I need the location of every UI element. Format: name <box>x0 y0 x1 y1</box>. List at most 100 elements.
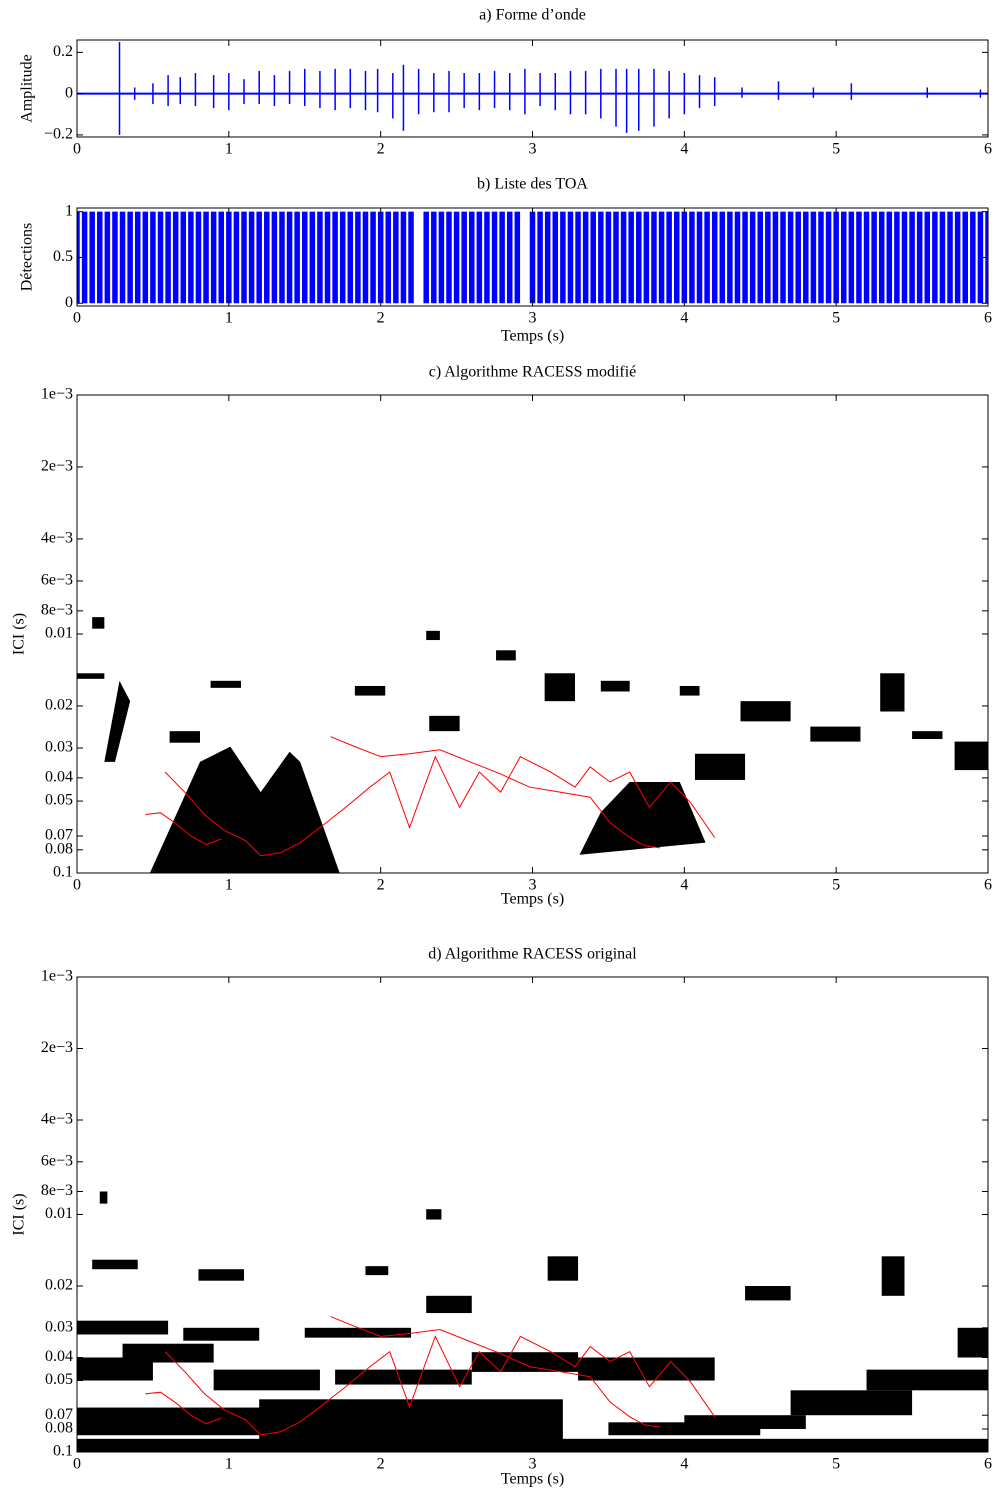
detection-region <box>608 1422 761 1436</box>
detection-region <box>810 726 861 742</box>
y-tick-label: 4e−3 <box>41 1111 73 1128</box>
detection-region <box>92 1259 138 1270</box>
detection-region <box>578 1357 715 1381</box>
detection-region <box>471 1352 579 1372</box>
detection-region <box>426 1295 472 1314</box>
y-tick-label: 0.04 <box>45 1348 73 1365</box>
y-tick-label: 0.08 <box>45 1420 73 1437</box>
x-tick-label: 0 <box>73 877 81 894</box>
x-tick-label: 1 <box>225 310 233 327</box>
x-tick-label: 0 <box>73 310 81 327</box>
detection-region <box>740 701 791 722</box>
detection-region <box>77 1438 988 1452</box>
x-tick-label: 3 <box>529 141 537 158</box>
detection-region <box>694 753 746 780</box>
x-tick-label: 6 <box>984 310 992 327</box>
detection-region <box>104 680 131 762</box>
x-tick-label: 5 <box>832 310 840 327</box>
panel-title: a) Forme d’onde <box>479 7 586 24</box>
ici-track <box>330 736 661 849</box>
x-tick-label: 2 <box>377 877 385 894</box>
detection-region <box>183 1327 260 1341</box>
x-tick-label: 6 <box>984 1456 992 1473</box>
detection-region <box>77 673 105 679</box>
detection-region <box>426 630 440 641</box>
y-tick-label: 0.05 <box>45 1371 73 1388</box>
panel: b) Liste des TOA Temps (s) Détections 0 1 2 3 4… <box>19 176 992 345</box>
y-tick-label: 0.1 <box>53 1443 73 1460</box>
detection-region <box>304 1327 412 1338</box>
plot-area <box>77 1191 988 1452</box>
x-tick-label: 6 <box>984 141 992 158</box>
y-tick-label: 1 <box>65 202 73 219</box>
x-tick-label: 2 <box>377 310 385 327</box>
x-tick-label: 5 <box>832 877 840 894</box>
x-tick-label: 3 <box>529 877 537 894</box>
x-tick-label: 1 <box>225 141 233 158</box>
y-tick-label: 2e−3 <box>41 458 73 475</box>
y-tick-label: 0 <box>65 84 73 101</box>
detection-region <box>954 741 988 771</box>
detection-region <box>426 1209 442 1220</box>
y-tick-label: 0.01 <box>45 625 73 642</box>
x-axis-label: Temps (s) <box>501 1471 564 1488</box>
ici-track <box>164 1335 716 1436</box>
detection-region <box>169 731 200 743</box>
y-tick-label: 0.02 <box>45 1277 73 1294</box>
detection-region <box>881 1256 905 1296</box>
detection-region <box>99 1191 108 1204</box>
detection-region <box>259 1399 563 1442</box>
y-tick-label: 6e−3 <box>41 572 73 589</box>
x-axis-label: Temps (s) <box>501 328 564 345</box>
x-tick-label: 6 <box>984 877 992 894</box>
y-tick-label: 0.5 <box>53 248 73 265</box>
detection-region <box>790 1390 913 1416</box>
detection-region <box>77 1357 153 1381</box>
y-tick-label: 0.2 <box>53 43 73 60</box>
detection-region <box>210 680 241 688</box>
x-tick-label: 1 <box>225 877 233 894</box>
ici-track <box>145 812 222 846</box>
x-tick-label: 4 <box>680 877 688 894</box>
y-tick-label: 0.08 <box>45 841 73 858</box>
detection-region <box>77 1320 169 1335</box>
detection-region <box>354 685 386 696</box>
plot-area <box>77 42 988 135</box>
y-tick-label: 1e−3 <box>41 386 73 403</box>
detection-region <box>213 1369 320 1391</box>
x-tick-label: 5 <box>832 141 840 158</box>
x-tick-label: 2 <box>377 141 385 158</box>
y-tick-label: 0.07 <box>45 827 73 844</box>
plot-area <box>77 617 988 873</box>
x-tick-label: 4 <box>680 1456 688 1473</box>
x-axis-label: Temps (s) <box>501 891 564 908</box>
y-tick-label: 4e−3 <box>41 530 73 547</box>
detection-region <box>547 1256 579 1281</box>
y-axis-label: ICI (s) <box>11 1193 28 1235</box>
detection-region <box>198 1269 245 1281</box>
y-tick-label: 0.05 <box>45 792 73 809</box>
x-tick-label: 4 <box>680 310 688 327</box>
detection-region <box>429 715 460 732</box>
ici-track <box>330 1316 661 1428</box>
ici-track <box>164 755 716 857</box>
y-tick-label: 8e−3 <box>41 1182 73 1199</box>
y-tick-label: 6e−3 <box>41 1152 73 1169</box>
y-tick-label: 2e−3 <box>41 1039 73 1056</box>
y-tick-label: 8e−3 <box>41 602 73 619</box>
detection-region <box>544 673 576 702</box>
detection-region <box>880 673 905 712</box>
detection-region <box>912 731 943 740</box>
detection-region <box>122 1343 214 1363</box>
panel: c) Algorithme RACESS modifié Temps (s) ICI… <box>11 364 992 908</box>
detection-region <box>496 650 516 661</box>
ici-track <box>145 1391 222 1425</box>
y-axis-label: Détections <box>19 223 36 291</box>
panel-title: c) Algorithme RACESS modifié <box>429 364 637 381</box>
detection-region <box>957 1327 988 1358</box>
detection-region <box>579 781 706 855</box>
y-tick-label: 0.1 <box>53 864 73 881</box>
